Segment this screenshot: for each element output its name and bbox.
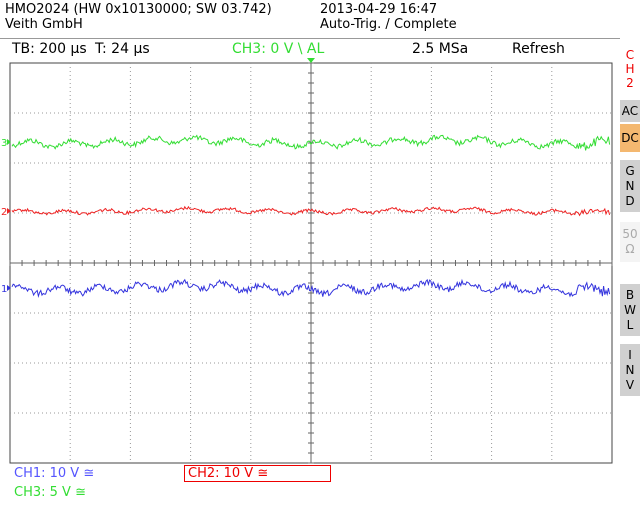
ch1-setting: CH1: 10 V ≅ [14,466,95,481]
button-text: G [625,163,635,178]
channel-marker: 3 [1,138,7,149]
separator [0,38,620,39]
screen: 3 2 1 [1,58,613,464]
button-text: DC [621,130,639,145]
button-text: B [625,287,635,302]
trigger-time: T: 24 µs [95,41,150,57]
channel-arrow [7,285,11,291]
button-text: W [624,302,636,317]
channel-marker: 1 [1,284,7,295]
datetime: 2013-04-29 16:47 [320,2,438,17]
button-text: N [625,178,635,193]
ch2-setting[interactable]: CH2: 10 V ≅ [184,465,331,482]
trigger-status: Auto-Trig. / Complete [320,17,457,32]
timebase: TB: 200 µs [12,41,87,57]
button-text: I [628,347,632,362]
waveform [11,134,611,151]
sample-rate: 2.5 MSa [412,41,469,57]
button-text: N [625,362,635,377]
button-text: L [626,317,634,332]
trigger-marker [307,58,315,63]
menu-button[interactable]: AC [620,100,640,122]
trigger: CH3: 0 V \ AL [232,41,325,57]
waveform [11,205,611,217]
button-text: 50 [622,227,638,241]
waveform [11,278,611,298]
channel-marker: 2 [1,207,7,218]
channel-letter: 2 [626,76,634,90]
button-text: V [625,377,635,392]
mode: Refresh [512,41,565,57]
channel-letter: C [625,48,635,62]
channel-arrow [7,208,11,214]
channel-arrow [7,139,11,145]
vendor: Veith GmbH [5,17,83,32]
channel-letter: H [625,62,635,76]
button-text: AC [621,103,639,118]
device: HMO2024 (HW 0x10130000; SW 03.742) [5,2,272,17]
button-text: Ω [625,242,635,256]
menu-button[interactable]: DC [620,124,640,152]
button-text: D [625,193,635,208]
menu-button[interactable]: 50 Ω [620,222,640,262]
ch3-setting: CH3: 5 V ≅ [14,485,86,500]
